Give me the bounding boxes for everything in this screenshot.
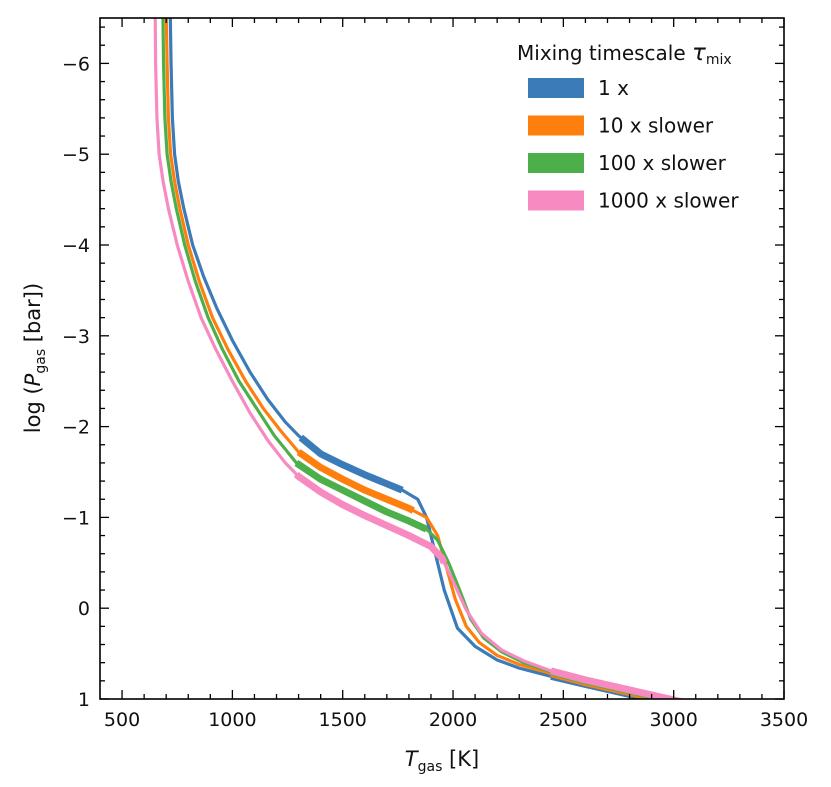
series-thick-segment-2 [296,449,415,514]
y-tick-label: −4 [62,235,90,257]
x-tick-label: 1500 [319,709,367,731]
x-tick-label: 1000 [208,709,256,731]
y-tick-label: −2 [62,417,90,439]
series-thick-segment-1 [298,434,404,494]
tick-labels-layer: 500 1000 1500 2000 2500 3000 3500 −6 −5 −4 −3 −2 −1 0… [62,53,808,731]
x-tick-label: 500 [104,709,140,731]
y-tick-label: −6 [62,53,90,75]
legend-swatch [528,190,584,211]
plot-frame [99,17,785,700]
series-thick-segment-3 [294,460,429,533]
legend-title: Mixing timescale τmix [517,40,732,68]
x-tick-label: 2000 [429,709,477,731]
y-tick-label: −5 [62,144,90,166]
x-tick-label: 3000 [649,709,697,731]
legend-label: 100 x slower [598,151,727,175]
legend-swatch [528,153,584,173]
legend-label: 1000 x slower [598,189,739,213]
y-tick-label: 0 [78,598,90,620]
y-tick-label: −3 [62,326,90,348]
legend: Mixing timescale τmix 1 x 10 x slower 100 … [517,40,739,213]
x-axis-title: Tgas [K] [405,747,479,775]
legend-swatch [528,115,584,136]
series-thick-segment-4 [293,471,448,565]
y-tick-label: 1 [78,689,90,711]
legend-swatch [528,78,584,98]
y-tick-label: −1 [62,507,90,529]
legend-label: 1 x [598,76,629,100]
y-axis-title: log (Pgas [bar]) [21,283,49,433]
x-tick-label: 3500 [760,709,808,731]
x-tick-label: 2500 [539,709,587,731]
ticks-layer [100,18,785,700]
legend-label: 10 x slower [598,114,714,138]
